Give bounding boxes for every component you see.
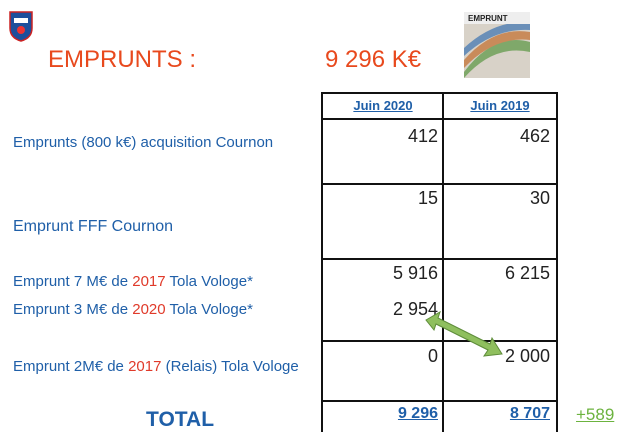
- title: EMPRUNTS :: [48, 46, 196, 74]
- cell-value: 412: [330, 126, 438, 147]
- image-caption: EMPRUNT: [468, 14, 508, 23]
- cell-value: 462: [444, 126, 550, 147]
- total-difference: +589: [576, 405, 614, 425]
- row-label: Emprunt FFF Cournon: [13, 218, 173, 236]
- row-label: Emprunts (800 k€) acquisition Cournon: [13, 134, 273, 151]
- label-text: Emprunts (800 k€) acquisition Cournon: [13, 134, 273, 151]
- column-header: Juin 2019: [444, 98, 556, 113]
- label-text: Emprunt 7 M€ de: [13, 273, 132, 290]
- total-label: TOTAL: [146, 408, 214, 432]
- row-label: Emprunt 3 M€ de 2020 Tola Vologe*: [13, 301, 253, 318]
- table-border: [321, 400, 558, 402]
- table-border: [321, 118, 558, 120]
- table-border: [556, 92, 558, 432]
- table-border: [321, 92, 558, 94]
- label-text: Tola Vologe*: [166, 273, 253, 290]
- column-header: Juin 2020: [323, 98, 443, 113]
- label-year: 2020: [132, 301, 165, 318]
- label-text: Emprunt 3 M€ de: [13, 301, 132, 318]
- cell-value: 30: [444, 188, 550, 209]
- row-label: Emprunt 7 M€ de 2017 Tola Vologe*: [13, 273, 253, 290]
- cell-value: 5 916: [330, 263, 438, 284]
- illustration: EMPRUNT: [464, 12, 530, 78]
- table-border: [321, 183, 558, 185]
- logo: [8, 10, 34, 42]
- label-year: 2017: [132, 273, 165, 290]
- amount: 9 296 K€: [325, 46, 421, 74]
- total-value: 9 296: [330, 405, 438, 423]
- table-border: [321, 92, 323, 432]
- transfer-arrow: [422, 310, 506, 360]
- label-text: Emprunt 2M€ de: [13, 358, 128, 375]
- label-text: Tola Vologe*: [166, 301, 253, 318]
- label-text: Emprunt FFF Cournon: [13, 218, 173, 235]
- cell-value: 15: [330, 188, 438, 209]
- label-text: (Relais) Tola Vologe: [161, 358, 298, 375]
- label-year: 2017: [128, 358, 161, 375]
- slide: {"header": {"title": "EMPRUNTS :", "amou…: [0, 0, 628, 432]
- total-value: 8 707: [444, 405, 550, 423]
- cell-value: 6 215: [444, 263, 550, 284]
- table-border: [321, 258, 558, 260]
- row-label: Emprunt 2M€ de 2017 (Relais) Tola Vologe: [13, 358, 299, 375]
